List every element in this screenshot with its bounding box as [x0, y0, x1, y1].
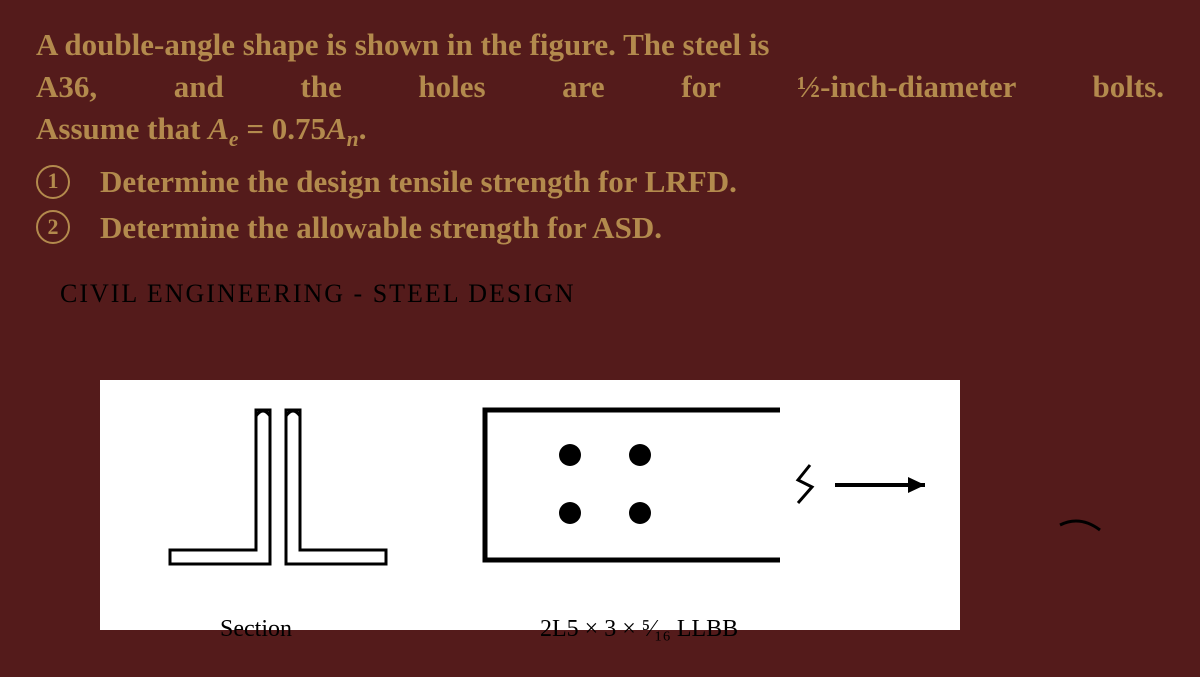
bolt-hole	[559, 444, 581, 466]
figure-svg	[100, 380, 960, 630]
bolt-hole	[559, 502, 581, 524]
break-mark	[798, 465, 812, 503]
elevation-frame	[485, 410, 780, 560]
right-angle	[286, 410, 386, 564]
load-arrow-head	[908, 477, 925, 493]
bolt-hole	[629, 502, 651, 524]
assume-prefix: Assume that	[36, 111, 208, 146]
eq-Ae-A: A	[208, 111, 229, 146]
eq-An-A: A	[326, 111, 347, 146]
bolt-hole	[629, 444, 651, 466]
stray-mark	[970, 470, 1150, 550]
circled-2-icon: 2	[36, 210, 70, 244]
elevation-view	[485, 410, 925, 560]
caption-designation: 2L5 × 3 × ⁵⁄₁₆ LLBB	[540, 616, 738, 643]
circled-1-icon: 1	[36, 165, 70, 199]
eq-end: .	[359, 111, 367, 146]
section-view	[170, 410, 386, 564]
caption-section: Section	[220, 616, 292, 643]
sub-items: 1 Determine the design tensile strength …	[0, 154, 1200, 249]
sub-item-1-text: Determine the design tensile strength fo…	[100, 160, 737, 203]
sub-item-1: 1 Determine the design tensile strength …	[36, 160, 1164, 203]
sub-item-2-text: Determine the allowable strength for ASD…	[100, 206, 662, 249]
eq-An-sub: n	[347, 127, 359, 151]
problem-line-2: A36, and the holes are for ½-inch-diamet…	[36, 66, 1164, 108]
handwritten-note: CIVIL ENGINEERING - STEEL DESIGN	[0, 251, 1200, 309]
sub-item-2: 2 Determine the allowable strength for A…	[36, 206, 1164, 249]
eq-Ae-sub: e	[229, 127, 239, 151]
left-angle	[170, 410, 270, 564]
eq-mid: = 0.75	[239, 111, 326, 146]
problem-line-1: A double-angle shape is shown in the fig…	[36, 24, 1164, 66]
problem-statement: A double-angle shape is shown in the fig…	[0, 0, 1200, 154]
figure-panel: Section 2L5 × 3 × ⁵⁄₁₆ LLBB	[100, 380, 960, 630]
problem-line-3: Assume that Ae = 0.75An.	[36, 108, 1164, 154]
